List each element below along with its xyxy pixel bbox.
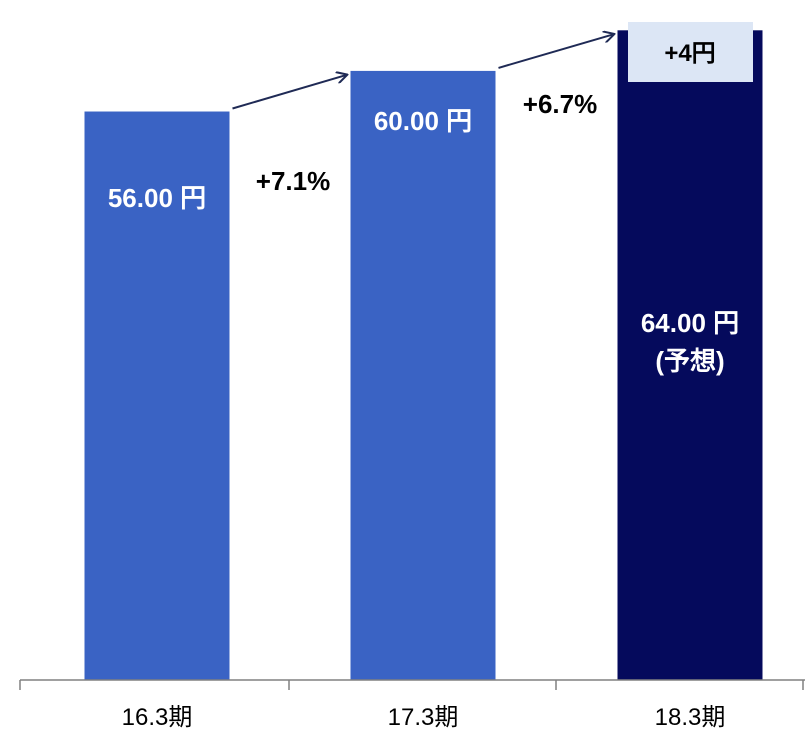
bar-17-3 [350, 70, 496, 681]
x-tick-label-17-3: 17.3期 [388, 704, 459, 730]
bar-18-3 [617, 30, 763, 680]
bar-value-label-18-3: 64.00 円 [641, 308, 739, 338]
growth-arrow-2 [498, 34, 614, 69]
x-tick-label-18-3: 18.3期 [655, 704, 726, 730]
increase-badge-label: +4円 [664, 40, 715, 67]
forecast-note-label: (予想) [655, 346, 724, 376]
growth-label-2: +6.7% [523, 89, 597, 119]
bars-layer [84, 30, 763, 681]
growth-label-1: +7.1% [256, 166, 330, 196]
labels-layer: 56.00 円 60.00 円 64.00 円 (予想) +7.1% +6.7%… [108, 22, 753, 376]
bar-value-label-17-3: 60.00 円 [374, 106, 472, 136]
x-tick-label-16-3: 16.3期 [122, 704, 193, 730]
bar-value-label-16-3: 56.00 円 [108, 183, 206, 213]
growth-arrow-1 [232, 75, 347, 110]
growth-arrows-layer [232, 34, 614, 110]
increase-badge [628, 22, 753, 82]
bar-16-3 [84, 111, 230, 681]
x-axis: 16.3期 17.3期 18.3期 [19, 679, 805, 730]
